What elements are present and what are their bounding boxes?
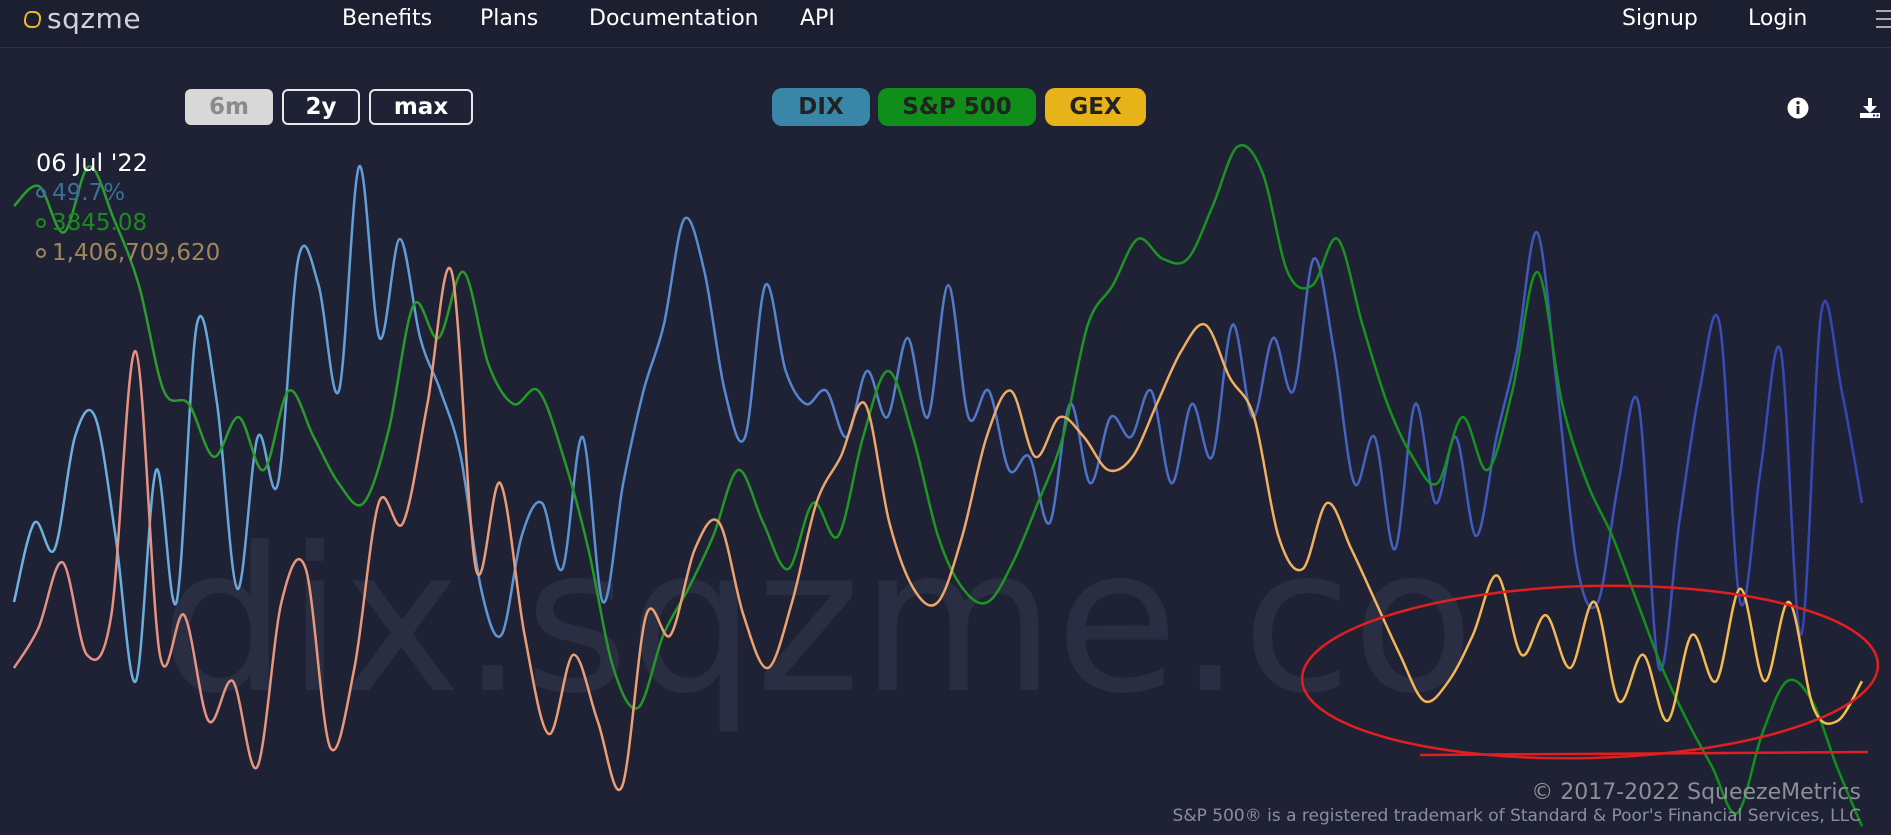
dix-marker-icon <box>36 188 46 198</box>
range-button-6m[interactable]: 6m <box>185 89 273 125</box>
nav-link-api[interactable]: API <box>800 6 835 31</box>
range-button-2y[interactable]: 2y <box>282 89 360 125</box>
readout-date: 06 Jul '22 <box>36 149 148 177</box>
toggle-sp500[interactable]: S&P 500 <box>878 88 1036 126</box>
toggle-gex[interactable]: GEX <box>1045 88 1146 126</box>
readout-spx: 3845.08 <box>36 208 220 238</box>
nav-link-plans[interactable]: Plans <box>480 6 539 31</box>
info-icon[interactable] <box>1786 96 1810 120</box>
readout-gex-value: 1,406,709,620 <box>52 240 221 266</box>
top-navbar: sqzme Benefits Plans Documentation API S… <box>0 0 1891 48</box>
hover-readout: 06 Jul '22 49.7% 3845.08 1,406,709,620 <box>36 148 220 268</box>
hamburger-menu-icon[interactable] <box>1876 10 1891 34</box>
trademark-text: S&P 500® is a registered trademark of St… <box>1172 806 1861 826</box>
copyright-text: © 2017-2022 SqueezeMetrics <box>1531 780 1861 805</box>
readout-gex: 1,406,709,620 <box>36 238 220 268</box>
readout-dix-value: 49.7% <box>52 180 126 206</box>
nav-link-documentation[interactable]: Documentation <box>589 6 759 31</box>
brand-name: sqzme <box>47 2 142 35</box>
readout-spx-value: 3845.08 <box>52 210 148 236</box>
signup-link[interactable]: Signup <box>1622 6 1698 31</box>
toggle-dix[interactable]: DIX <box>772 88 870 126</box>
watermark-text: dix.sqzme.co <box>160 505 1474 738</box>
gex-series-line <box>12 266 1864 791</box>
annotation-ellipse <box>1300 584 1880 760</box>
brand-logo[interactable]: sqzme <box>22 2 142 35</box>
readout-dix: 49.7% <box>36 178 220 208</box>
range-button-max[interactable]: max <box>369 89 473 125</box>
login-link[interactable]: Login <box>1748 6 1808 31</box>
nav-link-benefits[interactable]: Benefits <box>342 6 433 31</box>
annotation-underline <box>1419 750 1869 757</box>
dix-series-line <box>12 165 1864 683</box>
gex-marker-icon <box>36 248 46 258</box>
download-icon[interactable] <box>1858 96 1882 120</box>
sp500-series-line <box>13 144 1864 827</box>
spx-marker-icon <box>36 218 46 228</box>
